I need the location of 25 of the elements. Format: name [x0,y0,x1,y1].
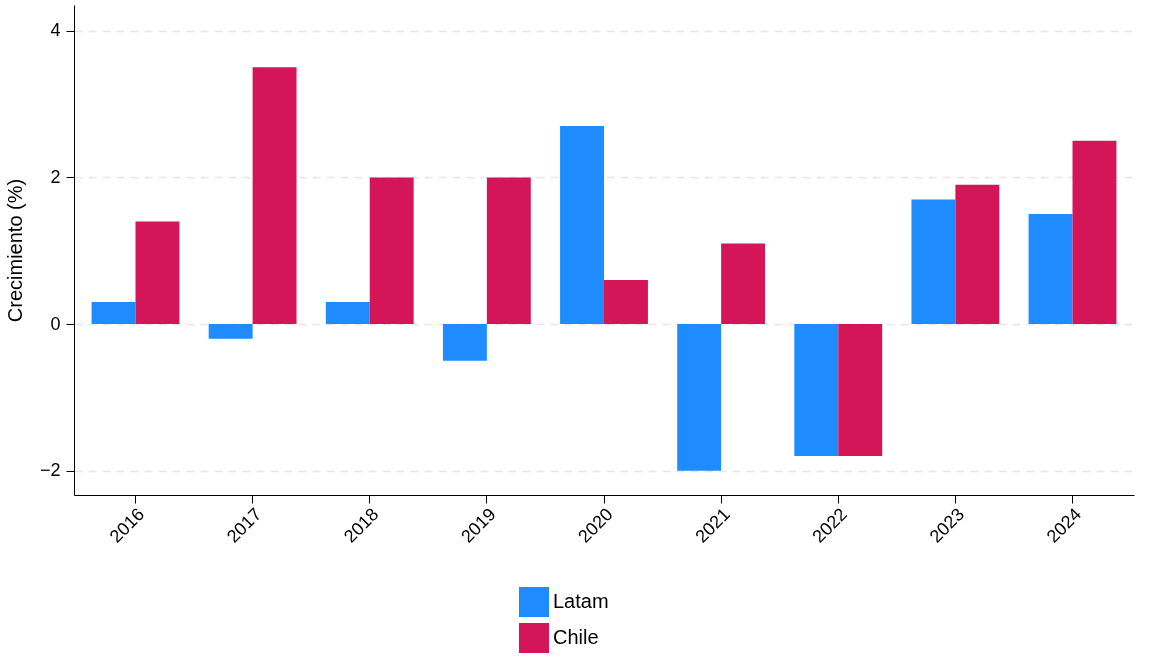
y-tick-label: 4 [50,20,61,41]
bar [325,302,370,325]
bar [911,199,956,325]
bar [604,280,648,325]
y-tick-label: 2 [50,166,61,187]
legend-label: Chile [553,626,599,648]
legend-label: Latam [553,590,609,612]
y-tick-label: −2 [39,460,61,481]
bar [794,324,839,457]
bar [1028,214,1073,325]
bar [677,324,722,471]
bar [252,67,297,325]
bar [1072,140,1117,325]
bar [486,177,531,325]
bar [91,302,136,325]
bar [135,221,180,325]
y-tick-label: 0 [50,313,61,334]
bar [208,324,253,339]
bar [369,177,414,325]
bar [442,324,487,361]
bar [721,243,766,325]
bar [560,126,604,325]
bar [955,184,1000,325]
bar [838,324,883,457]
y-axis-title: Crecimiento (%) [3,178,26,323]
